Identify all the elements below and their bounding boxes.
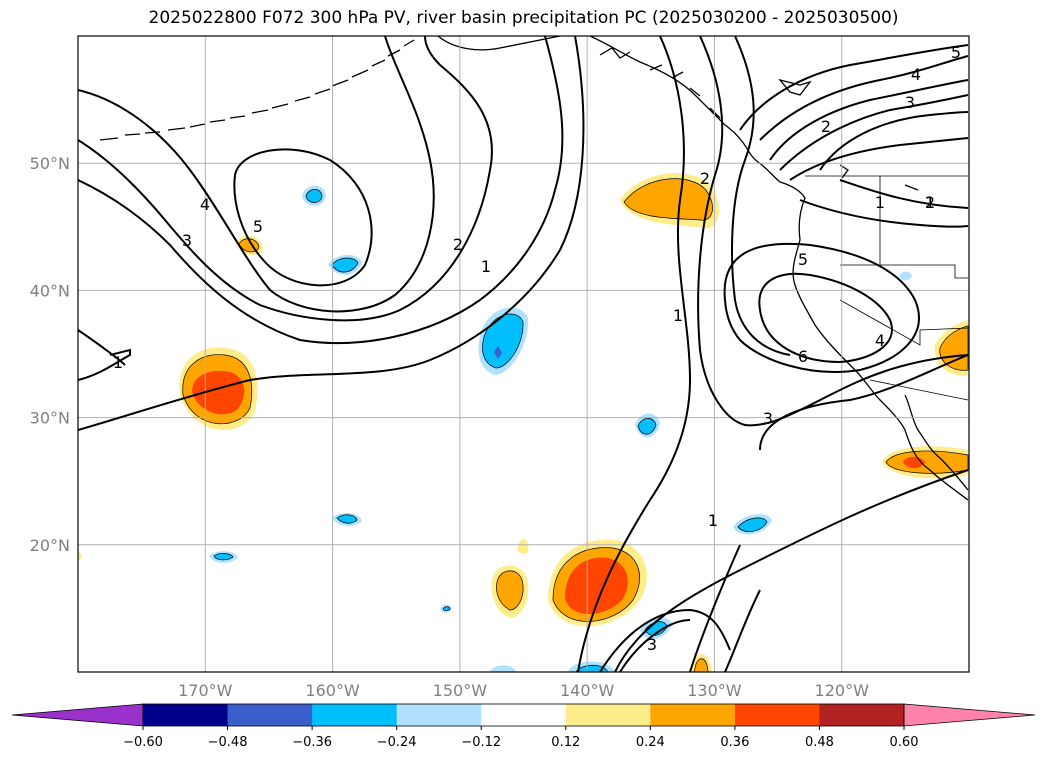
colorbar-tick-label: −0.12 [461, 735, 501, 750]
contour-label: 3 [182, 231, 192, 250]
precipitation-anomaly-layer [78, 173, 969, 672]
colorbar-max-extension [903, 703, 1036, 727]
colorbar-tick-label: −0.36 [292, 735, 332, 750]
colorbar-segment [650, 704, 736, 726]
longitude-label: 130°W [687, 681, 742, 700]
contour-label: 5 [253, 217, 263, 236]
colorbar: −0.60 −0.48 −0.36 −0.24 −0.12 0.12 0.24 0.36 0.4… [11, 703, 1036, 750]
longitude-label: 150°W [433, 681, 488, 700]
latitude-label: 40°N [30, 281, 70, 300]
precip-positive-blob [620, 173, 720, 229]
precip-positive-blob [934, 320, 969, 376]
contour-label: 1 [481, 257, 491, 276]
colorbar-segment [227, 704, 313, 726]
precip-negative-blob [209, 185, 912, 672]
contour-label: 4 [200, 195, 210, 214]
longitude-label: 120°W [815, 681, 870, 700]
coastline-layer [99, 36, 969, 501]
contour-label: 2 [821, 117, 831, 136]
colorbar-segment [312, 704, 398, 726]
latitude-label: 30°N [30, 409, 70, 428]
contour-label: 1 [113, 353, 123, 372]
colorbar-tick-label: −0.24 [377, 735, 417, 750]
longitude-label: 140°W [560, 681, 615, 700]
colorbar-tick-label: −0.48 [208, 735, 248, 750]
colorbar-outline [142, 703, 905, 727]
contour-label: 3 [905, 93, 915, 112]
contour-label: 5 [798, 250, 808, 269]
latitude-label: 50°N [30, 154, 70, 173]
contour-label: 2 [700, 169, 710, 188]
longitude-label: 170°W [178, 681, 233, 700]
contour-label: 4 [911, 65, 921, 84]
colorbar-segment [734, 704, 820, 726]
longitude-label: 160°W [305, 681, 360, 700]
latitude-labels: 50°N 40°N 30°N 20°N [30, 154, 70, 555]
colorbar-tick-label: 0.60 [890, 735, 919, 750]
colorbar-min-extension [11, 703, 144, 727]
longitude-labels: 170°W 160°W 150°W 140°W 130°W 120°W [178, 681, 869, 700]
contour-label: 1 [875, 193, 885, 212]
contour-label: 1 [673, 306, 683, 325]
colorbar-segment [481, 704, 567, 726]
latitude-label: 20°N [30, 536, 70, 555]
contour-label: 6 [798, 347, 808, 366]
colorbar-segment [819, 704, 905, 726]
map-title: 2025022800 F072 300 hPa PV, river basin … [148, 8, 899, 28]
contour-label: 3 [763, 409, 773, 428]
colorbar-tick-label: 0.36 [720, 735, 749, 750]
contour-label: 1 [708, 511, 718, 530]
pv-contour-layer [78, 36, 969, 672]
precip-positive-blob [882, 446, 969, 479]
colorbar-tick-label: 0.48 [805, 735, 834, 750]
colorbar-segment [143, 704, 229, 726]
contour-label: 2 [925, 193, 935, 212]
contour-label: 1 [925, 193, 935, 212]
precip-positive-blob [491, 565, 529, 618]
precip-negative-blob [478, 307, 529, 375]
colorbar-segment [565, 704, 651, 726]
border-layer [805, 175, 969, 401]
colorbar-segment [396, 704, 482, 726]
precip-positive-blob [548, 539, 647, 627]
contour-label: 4 [875, 331, 885, 350]
colorbar-tick-label: −0.60 [123, 735, 163, 750]
colorbar-tick-label: 0.24 [636, 735, 665, 750]
contour-label: 5 [951, 43, 961, 62]
map-frame [77, 35, 970, 673]
contour-label: 3 [647, 635, 657, 654]
colorbar-tick-label: 0.12 [551, 735, 580, 750]
contour-label: 2 [453, 235, 463, 254]
